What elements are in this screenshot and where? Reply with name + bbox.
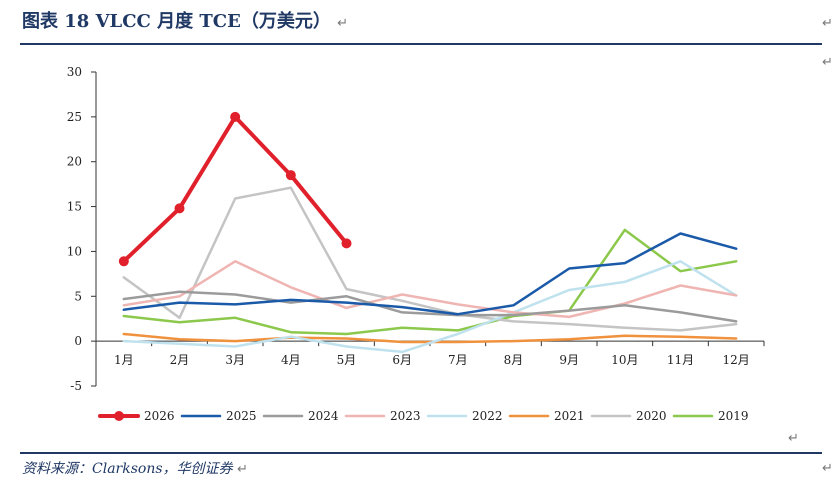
series-line-2026: [121, 114, 349, 264]
bottom-divider: [20, 452, 822, 454]
y-tick-label: 25: [67, 110, 82, 124]
x-tick-label: 4月: [281, 353, 301, 367]
legend-label-2026: 2026: [144, 409, 175, 423]
x-tick-label: 6月: [392, 353, 412, 367]
series-line-2023: [122, 260, 738, 319]
return-mark: ↵: [337, 16, 349, 31]
x-tick-label: 3月: [225, 353, 245, 367]
return-mark: ↵: [236, 462, 248, 477]
data-point-2026: [341, 238, 352, 249]
x-tick-label: 7月: [448, 353, 468, 367]
legend-label-2024: 2024: [308, 409, 339, 423]
x-tick-label: 1月: [114, 353, 134, 367]
chart-title-text: 图表 18 VLCC 月度 TCE（万美元）: [22, 11, 331, 32]
chart-title: 图表 18 VLCC 月度 TCE（万美元） ↵: [22, 6, 348, 38]
x-axis-ticks: 1月 2月 3月 4月 5月 6月 7月 8月 9月 10月 11月 12月: [95, 341, 765, 367]
x-tick-label: 8月: [504, 353, 524, 367]
y-tick-label: 5: [74, 289, 82, 303]
top-divider: [20, 43, 822, 45]
legend-label-2023: 2023: [390, 409, 421, 423]
data-point-2026: [230, 111, 241, 122]
x-tick-label: 5月: [337, 353, 357, 367]
return-mark-right: ↵: [822, 461, 833, 476]
y-tick-label: 0: [74, 334, 82, 348]
x-tick-label: 9月: [559, 353, 579, 367]
legend-label-2019: 2019: [718, 409, 749, 423]
series-line-2020: [122, 186, 738, 332]
source-note: 资料来源：Clarksons，华创证券 ↵: [22, 458, 248, 478]
legend-label-2021: 2021: [554, 409, 585, 423]
data-point-2026: [118, 256, 129, 267]
y-tick-label: 10: [67, 244, 82, 258]
x-tick-label: 2月: [170, 353, 190, 367]
legend-label-2025: 2025: [226, 409, 257, 423]
x-tick-label: 12月: [723, 353, 750, 367]
return-mark-right: ↵: [822, 16, 833, 31]
source-text: 资料来源：Clarksons，华创证券: [22, 461, 233, 477]
data-point-2026: [285, 170, 296, 181]
series-line-2019: [122, 228, 738, 336]
series-line-2024: [122, 290, 738, 323]
data-point-2026: [174, 203, 185, 214]
legend-label-2020: 2020: [636, 409, 667, 423]
series-line-2022: [122, 260, 738, 354]
x-tick-label: 11月: [667, 353, 694, 367]
series-line-2025: [122, 232, 738, 316]
legend-marker-2026: [114, 411, 124, 421]
legend-label-2022: 2022: [472, 409, 503, 423]
return-mark-right: ↵: [788, 431, 799, 446]
chart-legend: 2026 2025 2024 2023 2022 2021 2020 2019: [98, 409, 749, 423]
series-lines: [118, 111, 738, 354]
x-tick-label: 10月: [611, 353, 638, 367]
y-axis-ticks: -5 0 5 10 15 20 25 30: [67, 65, 96, 393]
y-tick-label: -5: [70, 379, 82, 393]
y-tick-label: 20: [67, 155, 82, 169]
return-mark-right: ↵: [822, 55, 833, 70]
y-tick-label: 15: [67, 200, 82, 214]
y-tick-label: 30: [67, 65, 82, 79]
